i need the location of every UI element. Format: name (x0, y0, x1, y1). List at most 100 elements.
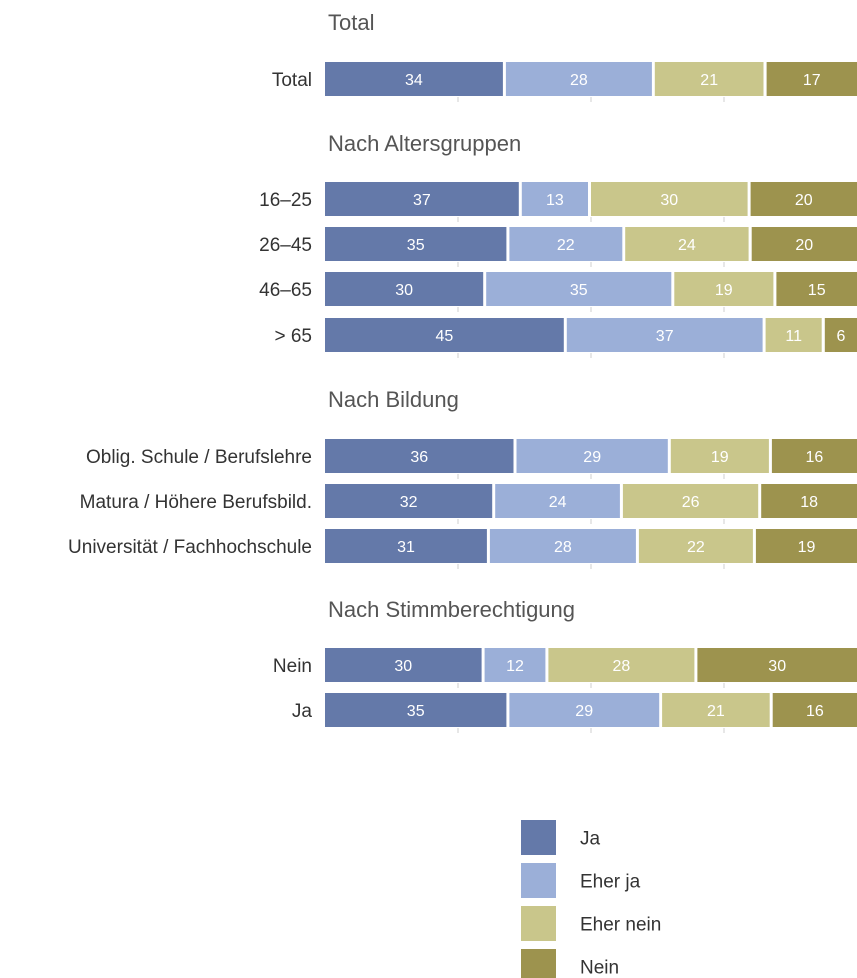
bar-segment (325, 227, 507, 261)
row-label: > 65 (274, 326, 312, 347)
bar-segment (484, 648, 546, 682)
bar-segment (325, 484, 493, 518)
bar-segment (766, 62, 857, 96)
bar-segment (325, 62, 503, 96)
data-label: 22 (687, 539, 705, 556)
bar-segment (662, 693, 770, 727)
bar-segment (521, 182, 588, 216)
bar-segment (505, 62, 652, 96)
data-label: 22 (557, 237, 575, 254)
row-label: Total (272, 70, 312, 91)
bar-segment (548, 648, 695, 682)
data-label: 24 (549, 494, 567, 511)
data-label: 35 (407, 237, 425, 254)
bar-segment (325, 529, 487, 563)
legend-swatch (521, 906, 556, 941)
row-label: 26–45 (259, 235, 312, 256)
row-label: Universität / Fachhochschule (68, 537, 312, 558)
bar-segment (566, 318, 763, 352)
section-title: Nach Bildung (328, 387, 459, 412)
data-label: 35 (407, 703, 425, 720)
data-label: 35 (570, 282, 588, 299)
bar-segment (670, 439, 769, 473)
bar-segment (771, 439, 857, 473)
legend-label: Eher ja (580, 872, 641, 893)
data-label: 11 (785, 328, 802, 345)
data-label: 19 (715, 282, 733, 299)
bar-segment (325, 693, 507, 727)
data-label: 29 (575, 703, 593, 720)
bar-segment (638, 529, 753, 563)
data-label: 30 (768, 658, 786, 675)
data-label: 13 (546, 192, 564, 209)
data-label: 18 (800, 494, 818, 511)
bar-segment (751, 227, 857, 261)
data-label: 17 (803, 72, 821, 89)
data-label: 30 (660, 192, 678, 209)
bar-segment (765, 318, 822, 352)
bar-segment (761, 484, 857, 518)
row-label: Ja (292, 701, 313, 722)
legend-label: Nein (580, 958, 619, 978)
data-label: 20 (795, 192, 813, 209)
section-title: Nach Stimmberechtigung (328, 597, 575, 622)
data-label: 30 (394, 658, 412, 675)
bar-segment (776, 272, 857, 306)
bar-segment (325, 182, 519, 216)
data-label: 6 (836, 328, 845, 345)
legend-swatch (521, 949, 556, 978)
data-label: 28 (613, 658, 631, 675)
data-label: 24 (678, 237, 696, 254)
row-label: Matura / Höhere Berufsbild. (80, 492, 312, 513)
bar-segment (325, 648, 482, 682)
row-label: Oblig. Schule / Berufslehre (86, 447, 312, 468)
bar-segment (516, 439, 668, 473)
legend-swatch (521, 863, 556, 898)
bar-segment (697, 648, 857, 682)
bar-segment (772, 693, 857, 727)
data-label: 19 (798, 539, 816, 556)
data-label: 19 (711, 449, 729, 466)
bar-segment (325, 439, 514, 473)
bar-segment (750, 182, 857, 216)
data-label: 29 (583, 449, 601, 466)
section-title: Total (328, 10, 374, 35)
bar-segment (654, 62, 764, 96)
section-title: Nach Altersgruppen (328, 131, 521, 156)
bar-segment (486, 272, 672, 306)
bar-segment (755, 529, 857, 563)
row-label: Nein (273, 656, 312, 677)
bar-segment (495, 484, 620, 518)
legend-label: Ja (580, 829, 601, 850)
data-label: 32 (400, 494, 418, 511)
bar-segment (325, 318, 564, 352)
data-label: 37 (656, 328, 674, 345)
row-label: 46–65 (259, 280, 312, 301)
legend-swatch (521, 820, 556, 855)
bar-segment (591, 182, 748, 216)
bar-segment (509, 227, 623, 261)
data-label: 16 (806, 703, 824, 720)
data-label: 15 (808, 282, 826, 299)
data-label: 12 (506, 658, 524, 675)
bar-segment (489, 529, 636, 563)
data-label: 16 (806, 449, 824, 466)
data-label: 21 (700, 72, 718, 89)
bar-segment (674, 272, 774, 306)
bar-segment (824, 318, 857, 352)
bar-segment (509, 693, 660, 727)
data-label: 31 (397, 539, 415, 556)
bar-segment (625, 227, 749, 261)
data-label: 26 (682, 494, 700, 511)
data-label: 45 (436, 328, 454, 345)
data-label: 20 (795, 237, 813, 254)
legend-label: Eher nein (580, 915, 661, 936)
data-label: 37 (413, 192, 431, 209)
data-label: 30 (395, 282, 413, 299)
bar-segment (622, 484, 759, 518)
data-label: 28 (570, 72, 588, 89)
row-label: 16–25 (259, 190, 312, 211)
data-label: 36 (410, 449, 428, 466)
data-label: 28 (554, 539, 572, 556)
